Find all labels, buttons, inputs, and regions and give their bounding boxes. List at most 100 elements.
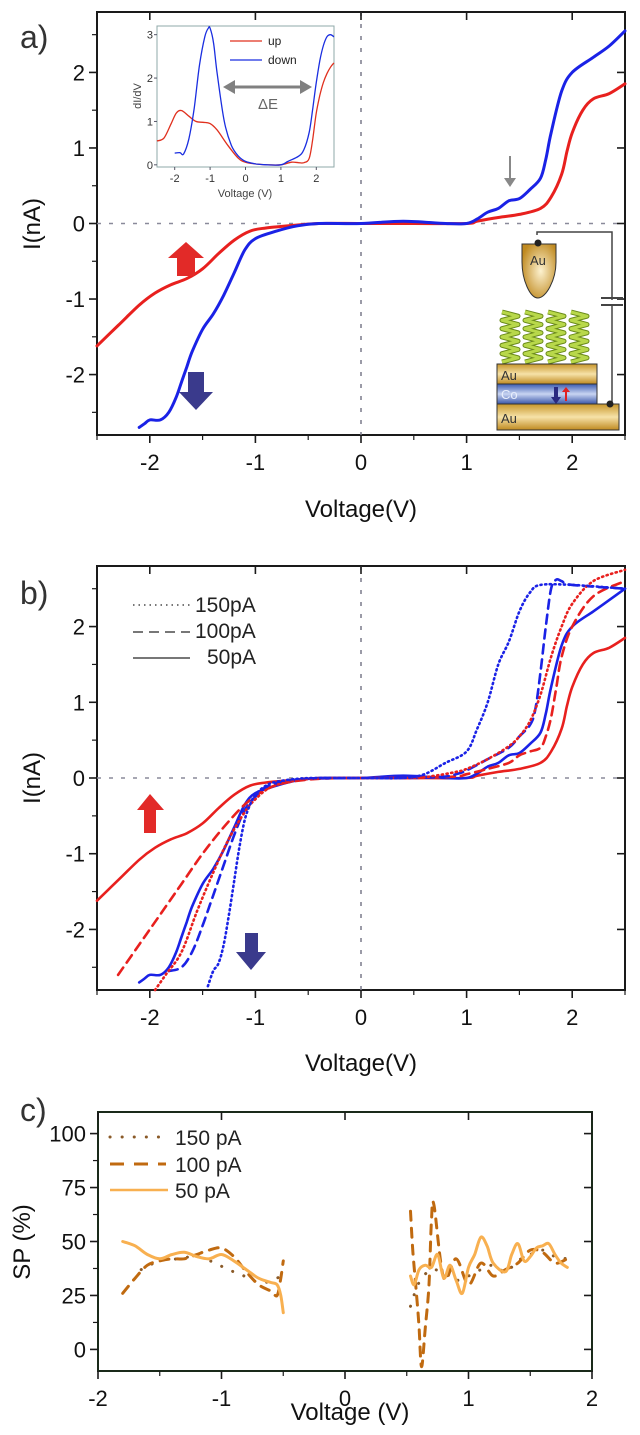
spin-up-arrow-icon [168,242,204,276]
y-tick-label: 1 [73,690,85,715]
panel-label-a: a) [20,19,48,55]
y-tick-label: 25 [62,1283,86,1308]
x-tick-label: 1 [460,450,472,475]
inset-x-tick-label: -1 [205,173,215,185]
y-tick-label: 2 [73,60,85,85]
helix-molecule-highlight [500,310,520,364]
circuit-node [606,400,614,408]
helix-molecules [499,309,590,365]
circuit-node [534,239,542,247]
panel-c: c) -2 -1 0 1 2 0 25 50 75 100 Voltage (V… [9,1092,598,1426]
x-tick-label: -1 [212,1386,232,1411]
ticks-b [89,566,626,998]
series-line-100-pa [121,1246,285,1298]
ticks-c [90,1112,593,1379]
helix-molecule-highlight [569,310,589,364]
series-line-up [95,82,627,348]
helix-molecule-highlight [523,310,543,364]
y-tick-label: 0 [73,766,85,791]
inset-didv: -2 -1 0 1 2 0 1 2 3 Voltage (V) dI/dV up… [132,25,335,200]
x-axis-title-c: Voltage (V) [291,1399,410,1426]
ticks-a [89,12,626,443]
inset-x-tick-label: 2 [313,173,319,185]
layer-label-au-bottom: Au [501,411,517,426]
x-tick-label: -2 [140,1005,160,1030]
legend-label-50pa: 50 pA [175,1180,230,1203]
delta-e-double-arrow-icon [223,80,312,94]
spin-down-mini-arrow-icon [551,387,561,404]
series-line-up-150pa [153,568,627,992]
plot-frame-c [97,1111,593,1372]
y-tick-label: -2 [65,363,85,388]
series-line-up-100pa [116,579,627,977]
inset-legend-label-up: up [268,34,282,48]
y-tick-label: 75 [62,1176,86,1201]
inset-y-axis-title: dI/dV [132,82,144,108]
series-line-100-pa [409,1199,569,1369]
circuit-wire [536,231,613,300]
au-substrate [496,403,620,431]
legend-label-100pa: 100 pA [175,1154,242,1177]
x-tick-label: 0 [355,1005,367,1030]
inset-x-tick-label: -2 [170,173,180,185]
spin-down-arrow-icon [179,372,213,410]
spin-up-arrow-icon [137,794,164,833]
series-line-50-pa [121,1240,285,1315]
x-axis-title-a: Voltage(V) [305,496,417,523]
helix-molecule-highlight [546,310,566,364]
y-axis-title-c: SP (%) [9,1204,36,1280]
layer-label-au-top: Au [501,368,517,383]
x-tick-labels-b: -2 -1 0 1 2 [140,1005,578,1030]
x-tick-label: -1 [246,1005,266,1030]
spin-down-arrow-icon [236,933,266,970]
legend-b: 150pA 100pA 50pA [133,594,256,669]
inset-y-tick-label: 0 [147,160,153,172]
inset-x-tick-label: 1 [278,173,284,185]
inset-y-tick-labels: 0 1 2 3 [147,30,153,172]
panel-label-c: c) [20,1092,47,1128]
y-tick-label: -1 [65,842,85,867]
x-tick-labels-a: -2 -1 0 1 2 [140,450,578,475]
legend-label-50pa: 50pA [207,646,256,669]
x-axis-title-b: Voltage(V) [305,1050,417,1077]
feature-marker-arrow-icon [504,156,516,187]
y-tick-labels-c: 0 25 50 75 100 [49,1122,86,1363]
series-line-down [137,29,627,429]
x-tick-label: 2 [586,1386,598,1411]
inset-y-tick-label: 2 [147,73,153,85]
x-tick-label: -2 [88,1386,108,1411]
x-tick-label: 2 [566,1005,578,1030]
delta-e-label: ΔE [258,96,278,113]
x-tick-label: 1 [460,1005,472,1030]
legend-c: 150 pA 100 pA 50 pA [108,1127,242,1203]
inset-y-tick-label: 3 [147,30,153,42]
y-tick-label: 0 [74,1337,86,1362]
y-tick-label: 50 [62,1230,86,1255]
inset-series [156,26,335,166]
inset-ticks [154,34,317,170]
series-line-150-pa [409,1248,569,1308]
series-line-50-pa [409,1235,569,1296]
inset-y-tick-label: 1 [147,116,153,128]
inset-frame [156,25,335,168]
y-tick-label: 2 [73,615,85,640]
spin-up-mini-arrow-icon [562,387,570,401]
inset-x-axis-title: Voltage (V) [218,188,272,200]
x-tick-label: 0 [339,1386,351,1411]
y-tick-labels-b: -2 -1 0 1 2 [65,615,85,943]
y-tick-label: -1 [65,287,85,312]
series-a [95,29,627,429]
junction-schematic: Au Au Co Au [496,231,623,431]
y-tick-label: 100 [49,1122,86,1147]
legend-label-100pa: 100pA [195,620,256,643]
series-b [95,568,627,992]
legend-label-150pa: 150 pA [175,1127,242,1150]
panel-label-b: b) [20,575,48,611]
x-tick-label: 0 [355,450,367,475]
inset-x-tick-label: 0 [242,173,248,185]
panel-a: a) -2 -1 0 1 2 -2 -1 0 1 2 Voltage(V) I(… [19,11,627,523]
y-tick-label: 1 [73,136,85,161]
y-axis-title-a: I(nA) [19,198,46,250]
x-tick-label: 2 [566,450,578,475]
